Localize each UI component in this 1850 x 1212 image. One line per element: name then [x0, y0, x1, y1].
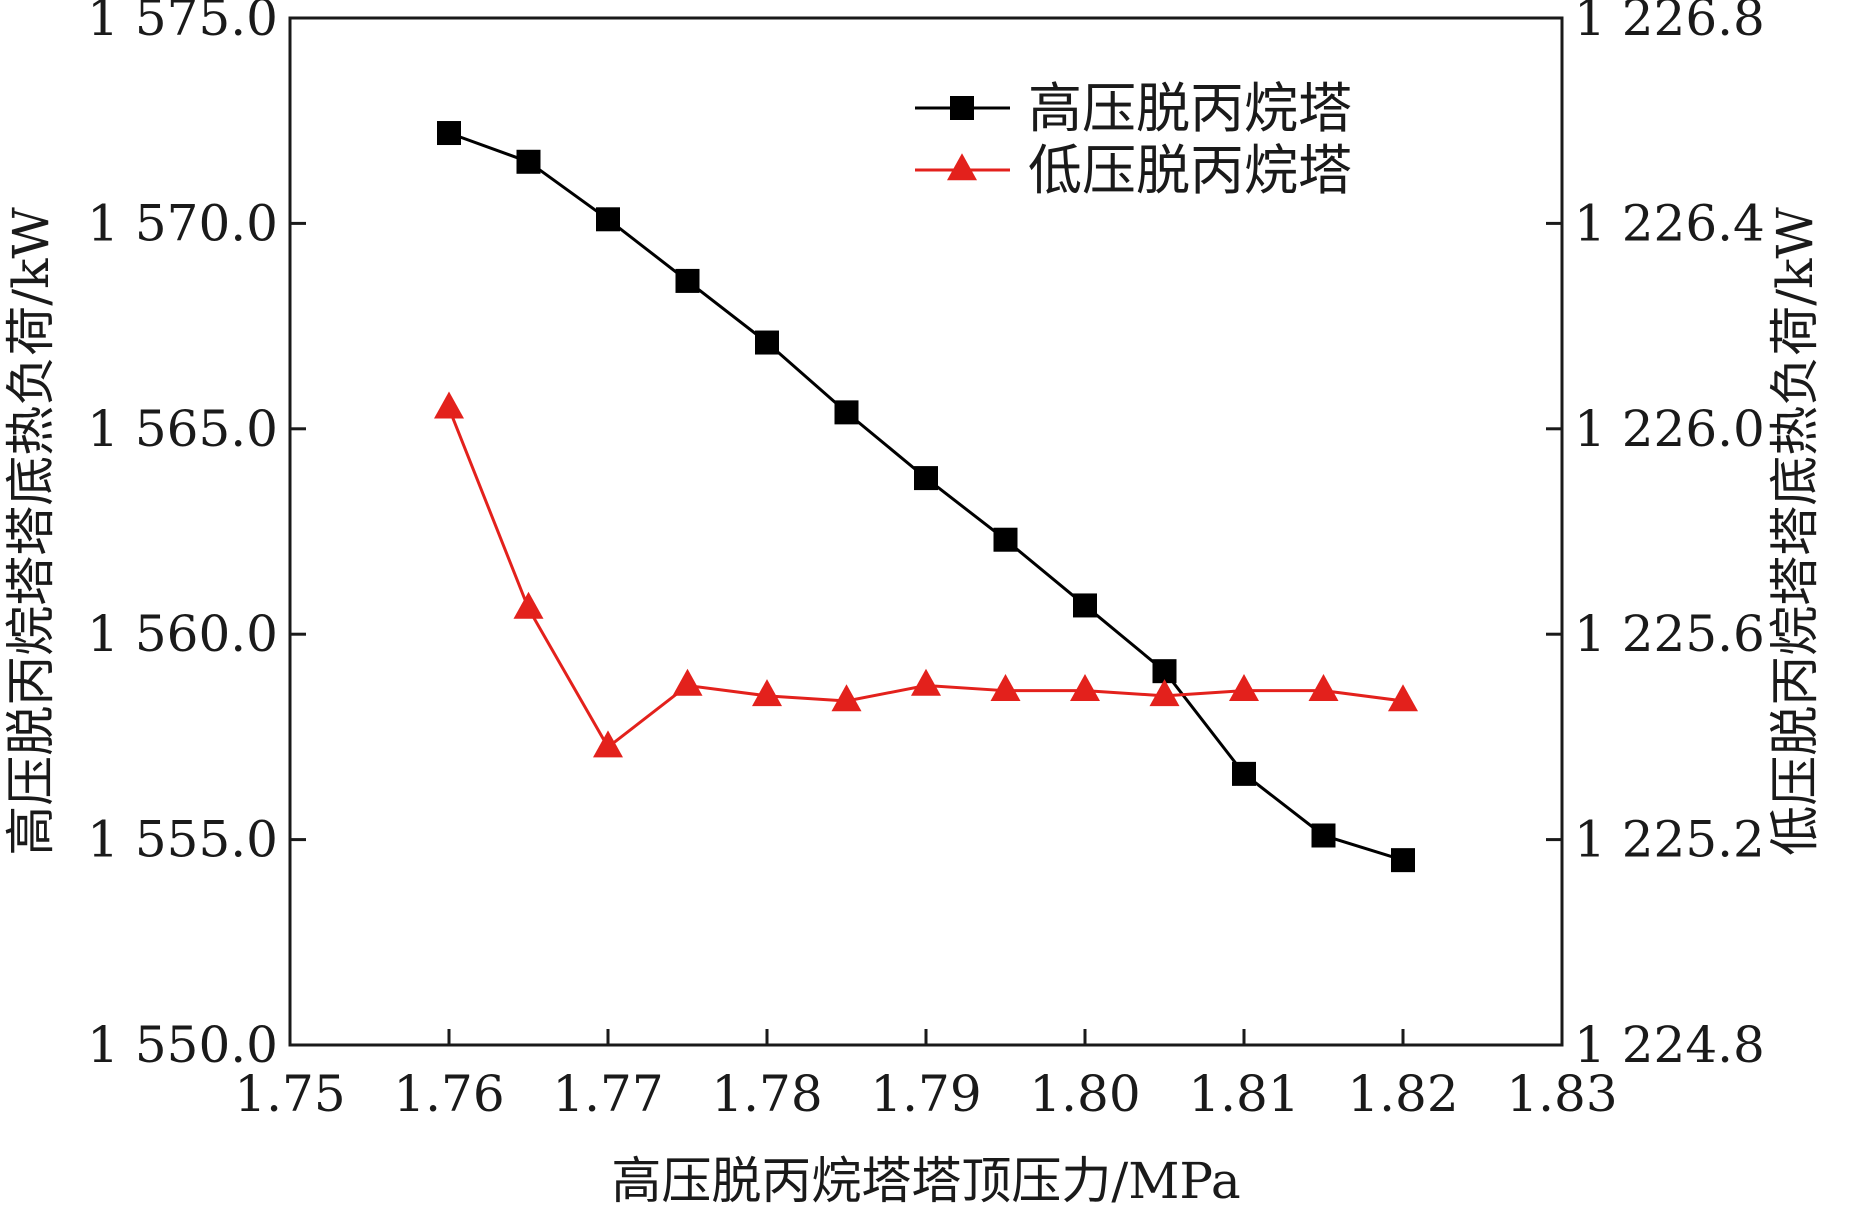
left-y-axis-title: 高压脱丙烷塔塔底热负荷/kW — [2, 207, 60, 856]
right-y-tick-label: 1 226.8 — [1574, 0, 1765, 47]
x-tick-label: 1.82 — [1347, 1065, 1458, 1123]
plot-frame — [288, 16, 1564, 1047]
square-marker — [834, 400, 859, 425]
triangle-marker — [990, 673, 1021, 701]
x-tick-label: 1.81 — [1188, 1065, 1299, 1123]
square-marker — [1311, 823, 1336, 848]
series-2 — [434, 391, 1418, 758]
triangle-marker — [434, 391, 464, 419]
x-tick-label: 1.80 — [1029, 1065, 1140, 1123]
triangle-marker — [752, 679, 782, 707]
square-marker — [437, 121, 461, 146]
triangle-marker — [947, 153, 977, 181]
series-line — [448, 131, 1404, 862]
left-y-tick-label: 1 550.0 — [87, 1016, 278, 1074]
left-y-tick-label: 1 565.0 — [87, 400, 278, 458]
right-y-tick-label: 1 225.2 — [1574, 811, 1765, 869]
right-y-tick-label: 1 225.6 — [1574, 605, 1765, 663]
series-1 — [437, 121, 1415, 873]
right-y-tick-label: 1 226.4 — [1574, 194, 1765, 252]
x-tick-label: 1.76 — [393, 1065, 504, 1123]
triangle-marker — [672, 668, 703, 696]
legend-label: 低压脱丙烷塔 — [1028, 139, 1352, 202]
left-y-tick-label: 1 570.0 — [87, 194, 278, 252]
right-y-tick-label: 1 226.0 — [1574, 400, 1765, 458]
triangle-marker — [1308, 673, 1339, 701]
right-y-axis-title: 低压脱丙烷塔塔底热负荷/kW — [1766, 207, 1824, 856]
left-y-axis: 1 550.0 1 555.0 1 560.0 1 565.0 1 570.0 1 575… — [87, 0, 306, 1074]
x-tick-label: 1.78 — [711, 1065, 822, 1123]
square-marker — [1232, 761, 1256, 786]
triangle-marker — [513, 591, 544, 619]
triangle-marker — [911, 668, 941, 696]
plot-border — [288, 16, 1564, 1047]
square-marker — [596, 207, 620, 232]
left-y-tick-label: 1 555.0 — [87, 811, 278, 869]
x-axis: 1.75 1.76 1.77 1.78 1.79 1.80 1.81 1.82 1.83 — [234, 1029, 1618, 1123]
x-tick-label: 1.75 — [234, 1065, 345, 1123]
x-tick-label: 1.79 — [870, 1065, 981, 1123]
x-tick-label: 1.77 — [552, 1065, 663, 1123]
triangle-marker — [1229, 673, 1259, 701]
square-marker — [675, 268, 700, 293]
legend-label: 高压脱丙烷塔 — [1028, 77, 1352, 140]
triangle-marker — [1388, 684, 1418, 712]
square-marker — [914, 466, 938, 491]
left-y-tick-label: 1 560.0 — [87, 605, 278, 663]
left-y-tick-label: 1 575.0 — [87, 0, 278, 47]
square-marker — [755, 330, 779, 355]
triangle-marker — [1070, 673, 1100, 701]
square-marker — [993, 527, 1018, 552]
square-marker — [950, 96, 974, 120]
triangle-marker — [593, 730, 623, 758]
triangle-marker — [1149, 679, 1180, 707]
square-marker — [1391, 848, 1415, 873]
series-line — [447, 407, 1404, 750]
series-layer — [434, 121, 1418, 873]
square-marker — [1073, 593, 1097, 618]
x-axis-title: 高压脱丙烷塔塔顶压力/MPa — [611, 1152, 1240, 1210]
right-y-axis: 1 224.8 1 225.2 1 225.6 1 226.0 1 226.4 1 226… — [1546, 0, 1765, 1074]
x-tick-label: 1.83 — [1506, 1065, 1617, 1123]
right-y-tick-label: 1 224.8 — [1574, 1016, 1765, 1074]
triangle-marker — [831, 684, 862, 712]
square-marker — [516, 149, 541, 174]
